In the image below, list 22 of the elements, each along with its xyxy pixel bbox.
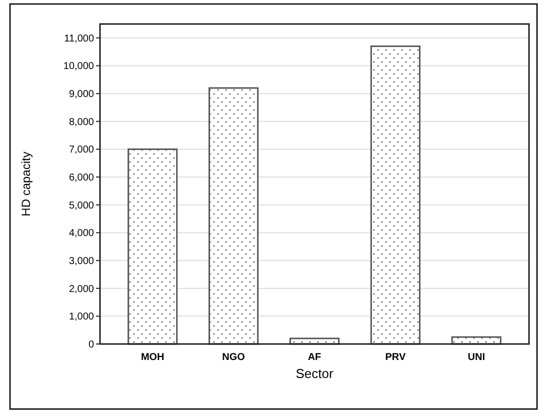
- y-tick-label: 7,000: [68, 144, 94, 156]
- y-tick-label: 1,000: [68, 312, 94, 323]
- x-tick-label: UNI: [468, 352, 486, 363]
- x-tick-label: NGO: [222, 352, 246, 363]
- bar: [128, 148, 178, 345]
- y-tick-label: 5,000: [68, 200, 94, 212]
- x-axis-title: Sector: [296, 366, 334, 381]
- y-tick-label: 9,000: [68, 89, 94, 100]
- y-tick-label: 0: [88, 340, 94, 350]
- y-tick-label: 8,000: [68, 116, 94, 128]
- x-tick-label: AF: [308, 352, 322, 363]
- x-tick-label: MOH: [140, 352, 164, 363]
- y-tick-label: 2,000: [68, 284, 94, 295]
- bar: [370, 46, 420, 345]
- y-tick-label: 6,000: [68, 172, 94, 184]
- y-tick-label: 10,000: [63, 61, 94, 72]
- y-tick-label: 11,000: [64, 33, 94, 44]
- y-tick-label: 4,000: [68, 228, 94, 240]
- y-tick-label: 3,000: [68, 256, 94, 268]
- bar: [208, 87, 259, 345]
- x-tick-label: PRV: [385, 352, 406, 363]
- y-axis-title: HD capacity: [19, 152, 33, 216]
